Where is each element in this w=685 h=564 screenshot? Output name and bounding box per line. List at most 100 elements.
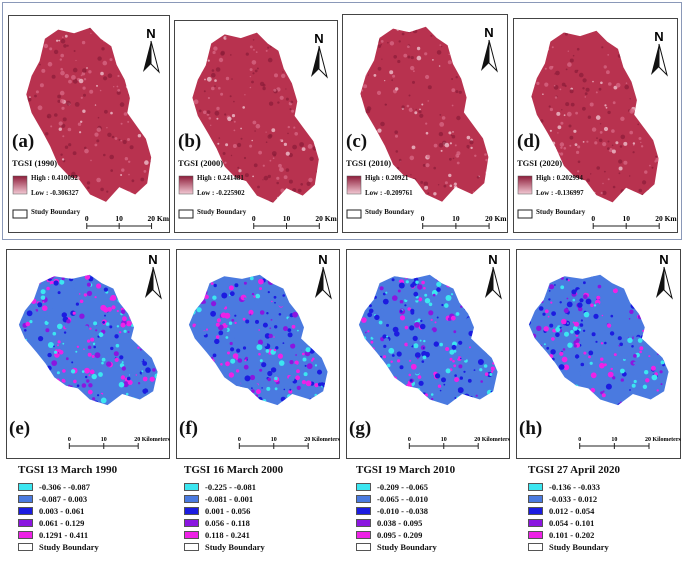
- tgsi-map-panel-c: N 0 10 20 Km (c) TGSI (2010) High : 0.20921 Low…: [342, 14, 508, 233]
- legend-title: TGSI 19 March 2010: [356, 464, 456, 476]
- svg-text:10: 10: [452, 214, 460, 223]
- svg-text:20 Kilometers: 20 Kilometers: [645, 437, 681, 443]
- boundary-swatch: [18, 543, 33, 551]
- legend-class: 0.056 - 0.118: [184, 518, 250, 528]
- class-range-label: -0.136 - -0.033: [549, 482, 600, 492]
- panel-letter: (b): [178, 131, 202, 152]
- north-arrow-icon: N: [656, 252, 673, 300]
- svg-text:0: 0: [252, 214, 256, 223]
- class-swatch: [18, 495, 33, 503]
- legend-low: Low : -0.136997: [536, 189, 584, 197]
- svg-text:10: 10: [283, 214, 291, 223]
- svg-text:10: 10: [611, 437, 617, 443]
- legend-high: High : 0.410092: [31, 174, 78, 182]
- study-area-map: [192, 32, 319, 203]
- boundary-swatch: [356, 543, 371, 551]
- panel-letter: (e): [9, 418, 31, 439]
- legend-title: TGSI (1990): [12, 158, 58, 168]
- boundary-label: Study Boundary: [39, 542, 99, 552]
- boundary-swatch: [346, 209, 362, 219]
- svg-text:0: 0: [421, 214, 425, 223]
- class-swatch: [184, 495, 199, 503]
- study-area-map: [528, 274, 669, 406]
- svg-text:20 Km: 20 Km: [655, 214, 677, 223]
- gradient-swatch: [178, 175, 194, 195]
- gradient-swatch: [12, 175, 28, 195]
- boundary-swatch: [528, 543, 543, 551]
- class-swatch: [528, 519, 543, 527]
- north-arrow-icon: N: [145, 252, 162, 300]
- class-legend-h: TGSI 27 April 2020 -0.136 - -0.033 -0.033 …: [528, 464, 685, 560]
- legend-boundary-label: Study Boundary: [31, 208, 81, 216]
- study-area-map: [531, 30, 659, 203]
- class-swatch: [356, 507, 371, 515]
- legend-class: 0.061 - 0.129: [18, 518, 84, 528]
- boundary-label: Study Boundary: [549, 542, 609, 552]
- north-arrow-icon: N: [315, 252, 332, 300]
- class-range-label: -0.010 - -0.038: [377, 506, 428, 516]
- legend-boundary-label: Study Boundary: [536, 208, 586, 216]
- svg-text:20 Kilometers: 20 Kilometers: [474, 437, 510, 443]
- tgsi-map-panel-a: N 0 10 20 Km (a) TGSI (1990) High : 0.410092 Lo…: [8, 15, 170, 233]
- class-swatch: [184, 507, 199, 515]
- class-range-label: 0.054 - 0.101: [549, 518, 595, 528]
- legend-class: 0.003 - 0.061: [18, 506, 84, 516]
- legend-class: -0.081 - 0.001: [184, 494, 253, 504]
- north-arrow-icon: N: [311, 31, 328, 79]
- class-swatch: [356, 531, 371, 539]
- svg-text:0: 0: [591, 214, 595, 223]
- svg-text:N: N: [654, 29, 663, 44]
- legend-class: -0.087 - 0.003: [18, 494, 87, 504]
- class-range-label: -0.087 - 0.003: [39, 494, 88, 504]
- panel-letter: (a): [12, 131, 35, 152]
- class-swatch: [528, 507, 543, 515]
- panel-letter: (h): [519, 418, 543, 439]
- legend-title: TGSI 27 April 2020: [528, 464, 620, 476]
- class-range-label: 0.061 - 0.129: [39, 518, 85, 528]
- legend-class: 0.095 - 0.209: [356, 530, 422, 540]
- legend-title: TGSI (2010): [346, 158, 392, 168]
- class-swatch: [18, 519, 33, 527]
- north-arrow-icon: N: [481, 25, 498, 73]
- legend-boundary: Study Boundary: [18, 542, 99, 552]
- class-swatch: [184, 483, 199, 491]
- legend-class: 0.118 - 0.241: [184, 530, 250, 540]
- legend-high: High : 0.202994: [536, 174, 583, 182]
- legend-class: -0.033 - 0.012: [528, 494, 597, 504]
- legend-boundary: Study Boundary: [184, 542, 265, 552]
- class-swatch: [184, 519, 199, 527]
- legend-class: -0.010 - -0.038: [356, 506, 428, 516]
- legend-class: -0.136 - -0.033: [528, 482, 600, 492]
- class-range-label: 0.095 - 0.209: [377, 530, 423, 540]
- legend-boundary-label: Study Boundary: [197, 208, 247, 216]
- legend-low: Low : -0.306327: [31, 189, 79, 197]
- class-range-label: -0.065 - -0.010: [377, 494, 428, 504]
- scale-bar: 0 10 20 Kilometers: [238, 437, 341, 449]
- svg-text:N: N: [314, 31, 323, 46]
- legend-high: High : 0.20921: [365, 174, 409, 182]
- class-range-label: 0.038 - 0.095: [377, 518, 423, 528]
- class-range-label: -0.306 - -0.087: [39, 482, 90, 492]
- tgsi-class-map-panel-e: N 0 10 20 Kilometers (e): [6, 249, 171, 459]
- boundary-swatch: [517, 209, 533, 219]
- svg-text:10: 10: [101, 437, 107, 443]
- panel-letter: (c): [346, 131, 368, 152]
- class-swatch: [528, 483, 543, 491]
- tgsi-class-map-panel-f: N 0 10 20 Kilometers (f): [176, 249, 341, 459]
- legend-low: Low : -0.209761: [365, 189, 413, 197]
- class-legend-g: TGSI 19 March 2010 -0.209 - -0.065 -0.065 …: [356, 464, 516, 560]
- north-arrow-icon: N: [143, 26, 160, 74]
- tgsi-map-panel-b: N 0 10 20 Km (b) TGSI (2000) High : 0.241481 Lo…: [174, 20, 338, 233]
- tgsi-class-map-panel-g: N 0 10 20 Kilometers (g): [346, 249, 511, 459]
- legend-class: 0.054 - 0.101: [528, 518, 594, 528]
- tgsi-map-panel-d: N 0 10 20 Km (d) TGSI (2020) High : 0.202994 Lo…: [513, 18, 678, 233]
- class-swatch: [18, 483, 33, 491]
- gradient-swatch: [346, 175, 362, 195]
- legend-class: 0.101 - 0.202: [528, 530, 594, 540]
- boundary-swatch: [12, 209, 28, 219]
- legend-high: High : 0.241481: [197, 174, 244, 182]
- legend-class: -0.209 - -0.065: [356, 482, 428, 492]
- class-swatch: [356, 495, 371, 503]
- scale-bar: 0 10 20 Kilometers: [578, 437, 681, 449]
- class-legend-f: TGSI 16 March 2000 -0.225 - -0.081 -0.081 …: [184, 464, 344, 560]
